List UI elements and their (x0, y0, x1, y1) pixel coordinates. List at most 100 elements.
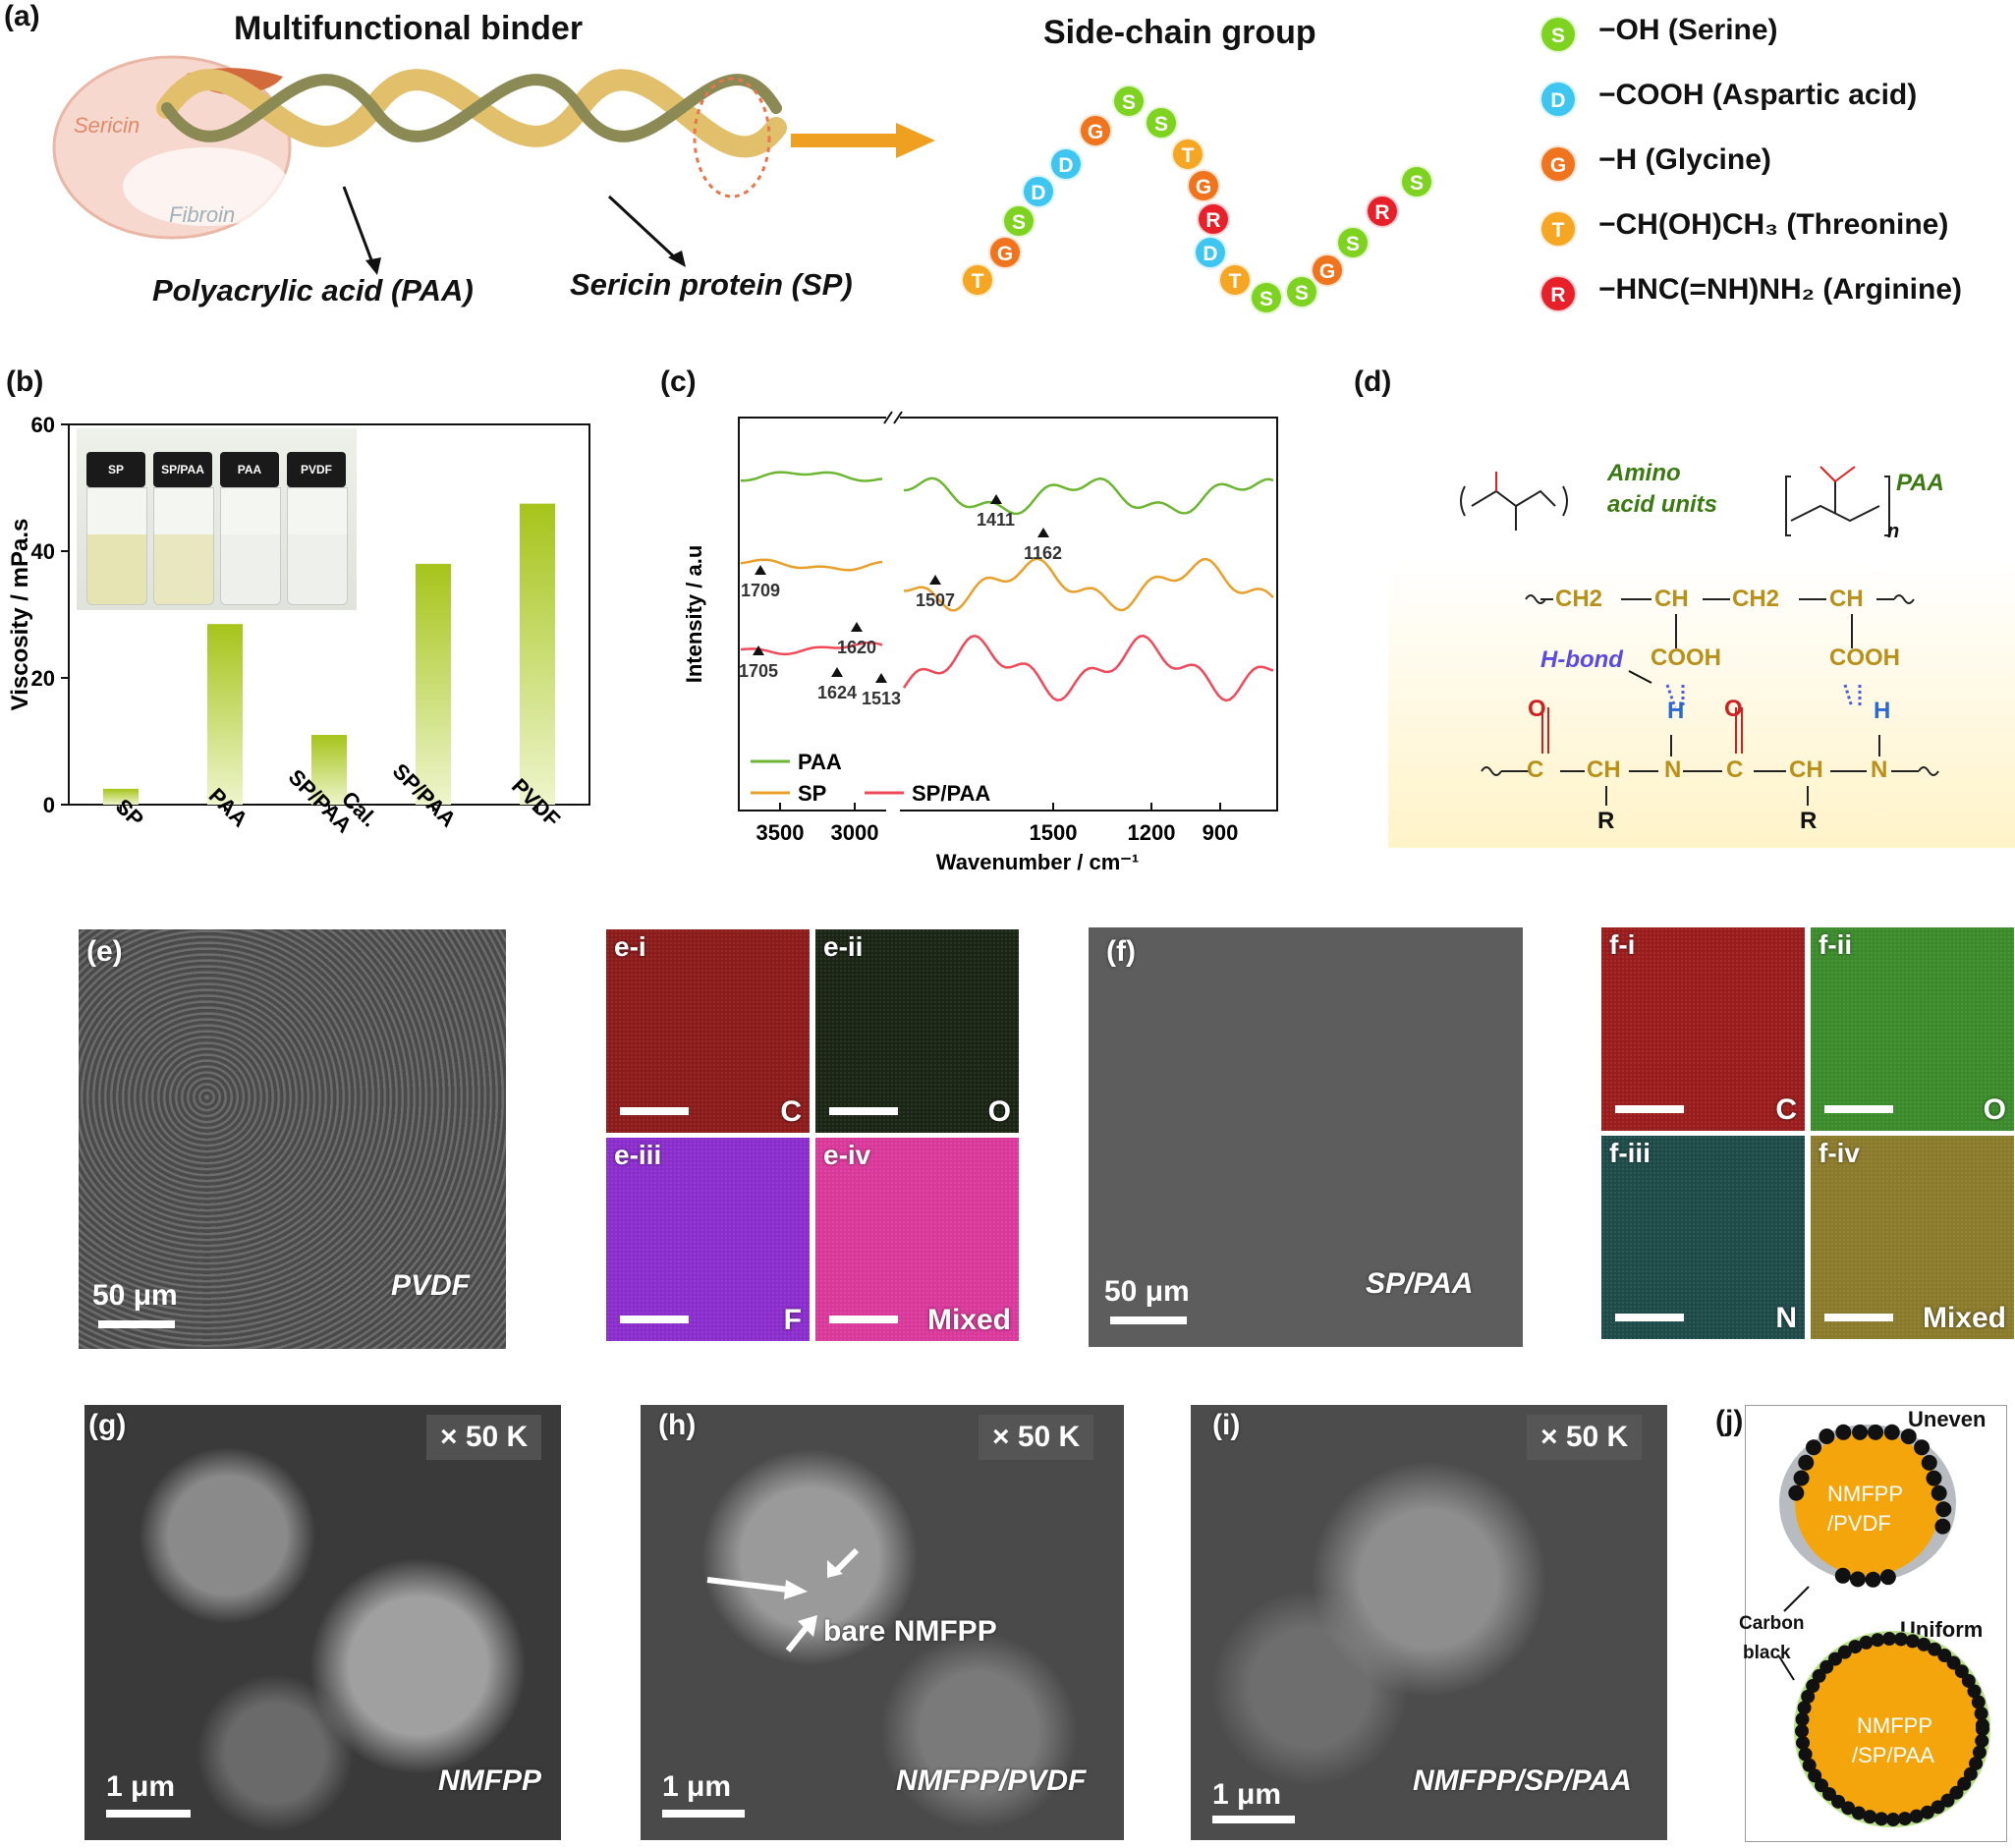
carbon-dot (1788, 1484, 1805, 1501)
mag-h: × 50 K (979, 1415, 1094, 1460)
mag-i: × 50 K (1527, 1415, 1643, 1460)
chain-ch2-2: CH2 (1732, 586, 1780, 612)
panel-j-frame (1745, 1405, 2007, 1842)
fibroin-text: Fibroin (169, 202, 236, 227)
edx-tag: f-iii (1609, 1138, 1651, 1168)
edx-scalebar (829, 1107, 898, 1115)
vial-photo: SP SP/PAA PAA PVDF (77, 428, 357, 610)
carbon-dot (1865, 1571, 1881, 1588)
carbon-dot (1793, 1470, 1810, 1486)
panel-c-label: (c) (660, 365, 697, 398)
vial-cap: SP/PAA (153, 452, 212, 487)
highlight-circle (693, 77, 771, 198)
hbond-text: H-bond (1540, 646, 1623, 673)
vial-cap: SP (86, 452, 145, 487)
edx-map-f-iv: f-iv Mixed (1811, 1136, 2014, 1339)
series-line (740, 558, 883, 572)
panel-i-label: (i) (1212, 1409, 1241, 1441)
scalebar-f (1110, 1316, 1187, 1324)
scalebar-g (106, 1810, 191, 1818)
nmfpp-sppaa-sem-image: (i) × 50 K 1 μm NMFPP/SP/PAA (1191, 1405, 1667, 1840)
edx-map-f-ii: f-ii O (1811, 927, 2014, 1131)
paa-text: Polyacrylic acid (PAA) (152, 273, 474, 308)
paa-pointer (342, 186, 375, 266)
vial-cap: PVDF (287, 452, 346, 487)
scale-g: 1 μm (106, 1770, 176, 1803)
panel-e-label: (e) (86, 935, 123, 968)
r-group-2: R (1800, 808, 1818, 834)
arginine-icon: R (1539, 275, 1577, 312)
peak-label: 1705 (739, 661, 778, 681)
carbon-dot (1946, 1655, 1961, 1670)
bar (520, 503, 555, 805)
peak-marker (831, 667, 843, 677)
carbon-dot (1795, 1712, 1810, 1727)
peak-marker (875, 673, 887, 683)
carbon-dot (1971, 1695, 1986, 1709)
panel-f-label: (f) (1106, 935, 1136, 968)
paa-strand (161, 74, 782, 142)
carbon-dot (1905, 1634, 1920, 1649)
carbon-dot (1931, 1484, 1947, 1501)
scalebar-i (1212, 1816, 1295, 1823)
carbon-dot (1806, 1439, 1822, 1456)
bead-t: T (1218, 263, 1252, 297)
chain-ch-2: CH (1829, 586, 1864, 612)
bead-r: R (1366, 195, 1399, 228)
carbon-dot (1969, 1756, 1984, 1770)
carbon-dot (1852, 1424, 1869, 1440)
carbon-dot (1798, 1747, 1813, 1762)
carbon-dot (1851, 1806, 1866, 1820)
bead-g: G (988, 236, 1022, 269)
sppaa-name: SP/PAA (1366, 1267, 1474, 1300)
fibroin-core-shape (123, 147, 290, 226)
nmfpp-name: NMFPP (438, 1764, 541, 1797)
carbon-dot (1797, 1701, 1812, 1715)
y-tick-label: 40 (31, 539, 55, 564)
carbon-dot (1963, 1766, 1978, 1781)
legend-label: SP/PAA (912, 781, 990, 806)
edx-tag: f-ii (1819, 929, 1853, 960)
panel-b-label: (b) (6, 365, 44, 398)
carbon-dot (1917, 1637, 1931, 1652)
edx-element: O (1983, 1093, 2006, 1126)
peak-label: 1513 (862, 689, 901, 708)
edx-element: C (1775, 1093, 1797, 1126)
carbon-dot (1806, 1679, 1820, 1694)
carbon-dot (1848, 1640, 1863, 1654)
h-atom-2: H (1874, 698, 1891, 724)
carbon-dot (1931, 1800, 1945, 1815)
bead-d: D (1022, 175, 1055, 208)
x-tick-label: 3000 (831, 820, 879, 845)
peak-label: 1709 (741, 581, 780, 600)
carbon-dot (1863, 1810, 1877, 1824)
scale-f: 50 μm (1104, 1275, 1190, 1308)
carbon-dot (1921, 1454, 1937, 1471)
bead-s: S (1336, 226, 1370, 259)
edx-tag: e-i (614, 931, 646, 962)
edx-map-e-i: e-i C (606, 929, 810, 1133)
ch-atom-2: CH (1789, 756, 1823, 783)
bead-r: R (1197, 202, 1230, 236)
peak-label: 1162 (1024, 543, 1062, 563)
panel-a-label: (a) (4, 0, 40, 32)
carbon-dot (1900, 1428, 1917, 1445)
edx-scalebar (1615, 1314, 1684, 1321)
carbon-dot (1957, 1776, 1972, 1791)
edx-element: N (1775, 1302, 1797, 1334)
carbon-dot (1868, 1424, 1884, 1440)
nmfpp-pvdf-sem-image: (h) × 50 K bare NMFPP 1 μm NMFPP/PVDF (641, 1405, 1124, 1840)
edx-scalebar (1824, 1105, 1893, 1113)
edx-map-e-iii: e-iii F (606, 1138, 810, 1341)
bead-d: D (1194, 236, 1227, 269)
edx-map-f-iii: f-iii N (1601, 1136, 1805, 1339)
carbon-dot (1975, 1718, 1989, 1733)
y-tick-label: 0 (43, 793, 55, 817)
particle1-l2: /PVDF (1827, 1511, 1891, 1536)
h-atom-1: H (1667, 698, 1685, 724)
edx-tag: e-ii (823, 931, 864, 962)
peak-marker (1037, 528, 1049, 537)
panel-j-label: (j) (1715, 1405, 1744, 1437)
particle-schematic (1778, 1424, 1990, 1827)
